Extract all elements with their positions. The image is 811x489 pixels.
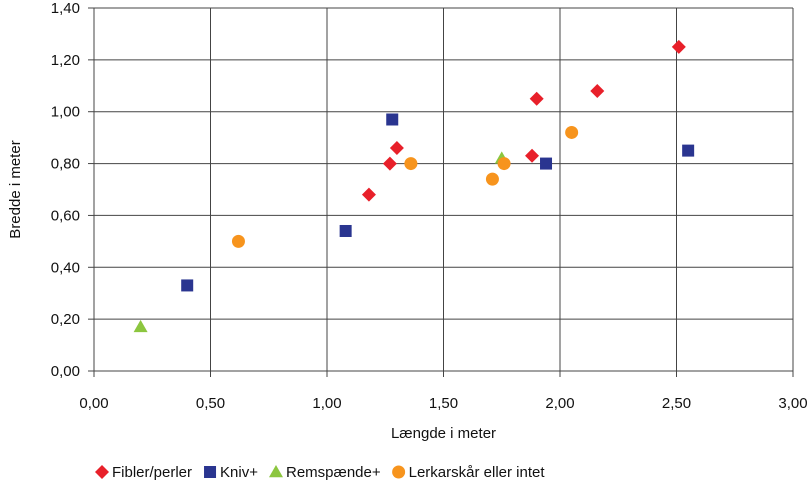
legend-entry: Remspænde+ <box>268 464 381 481</box>
series-square <box>181 113 695 292</box>
y-tick-label: 0,60 <box>51 207 80 224</box>
data-point-square <box>386 113 399 126</box>
y-tick-label: 0,20 <box>51 311 80 328</box>
data-point-diamond <box>671 39 686 54</box>
series-diamond <box>361 39 686 202</box>
data-point-diamond <box>382 156 397 171</box>
legend-marker-diamond <box>95 465 109 479</box>
y-tick-label: 0,40 <box>51 259 80 276</box>
axes <box>88 7 794 377</box>
x-tick-label: 2,50 <box>662 395 691 412</box>
x-tick-label: 3,00 <box>778 395 807 412</box>
x-tick-label: 1,50 <box>429 395 458 412</box>
legend: Fibler/perler Kniv+ Remspænde+ Lerkarskår e… <box>95 464 545 481</box>
legend-entry: Lerkarskår eller intet <box>392 464 545 481</box>
data-point-square <box>181 279 194 292</box>
y-tick-label: 1,20 <box>51 52 80 69</box>
y-tick-label: 0,80 <box>51 156 80 173</box>
data-point-square <box>339 224 352 237</box>
legend-marker-triangle <box>268 465 283 478</box>
data-point-diamond <box>389 141 404 156</box>
legend-label: Lerkarskår eller intet <box>409 464 546 481</box>
legend-label: Remspænde+ <box>286 464 381 481</box>
legend-entry: Fibler/perler <box>95 464 192 481</box>
data-point-circle <box>485 172 499 186</box>
data-point-triangle <box>133 319 148 333</box>
legend-label: Kniv+ <box>220 464 258 481</box>
legend-marker-circle <box>392 465 406 479</box>
data-point-square <box>540 157 553 170</box>
x-axis-title: Længde i meter <box>391 425 496 442</box>
series-circle <box>231 125 579 248</box>
y-tick-label: 1,40 <box>51 0 80 17</box>
legend-label: Fibler/perler <box>112 464 192 481</box>
legend-entry: Kniv+ <box>204 464 258 481</box>
x-tick-label: 0,50 <box>196 395 225 412</box>
data-points <box>133 39 695 333</box>
data-point-diamond <box>529 91 544 106</box>
x-tick-label: 0,00 <box>79 395 108 412</box>
tick-labels: 0,00 0,50 1,00 1,50 2,00 2,50 3,00 0,00 0,20 0,40… <box>51 0 808 412</box>
y-tick-label: 0,00 <box>51 363 80 380</box>
grid-lines <box>93 7 794 372</box>
data-point-circle <box>231 234 245 248</box>
series-triangle <box>133 151 509 333</box>
legend-marker-square <box>204 466 217 478</box>
data-point-diamond <box>525 148 540 163</box>
y-tick-label: 1,00 <box>51 104 80 121</box>
data-point-circle <box>565 125 579 139</box>
x-tick-label: 2,00 <box>545 395 574 412</box>
x-tick-label: 1,00 <box>312 395 341 412</box>
data-point-circle <box>497 157 511 171</box>
data-point-circle <box>404 157 418 171</box>
data-point-diamond <box>590 83 605 98</box>
data-point-diamond <box>361 187 376 202</box>
data-point-square <box>682 144 695 157</box>
y-axis-title: Bredde i meter <box>7 140 24 238</box>
